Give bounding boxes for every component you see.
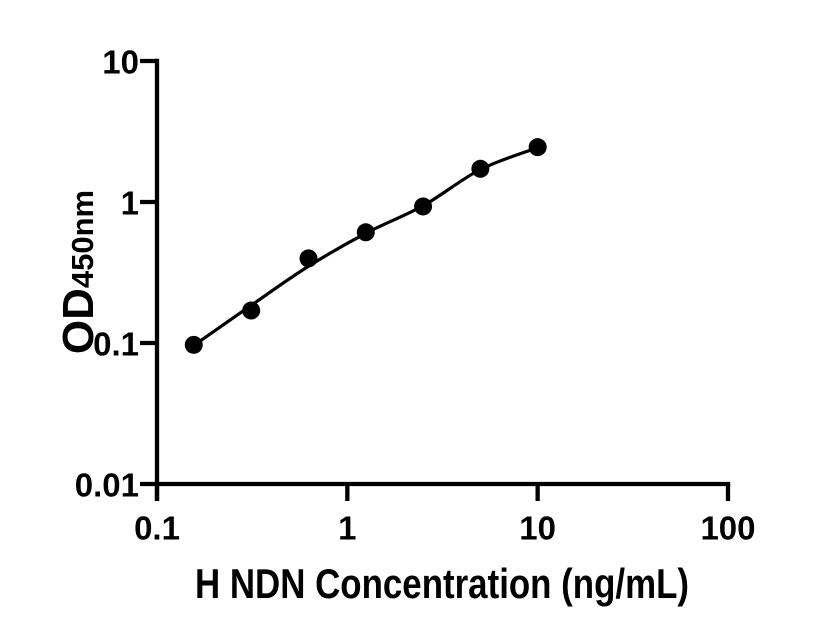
data-points	[184, 138, 547, 354]
y-tick-label: 1	[121, 185, 139, 222]
data-point	[184, 335, 203, 354]
y-axis-ticks	[140, 58, 157, 487]
data-point	[528, 138, 547, 157]
data-point	[299, 249, 318, 268]
data-point	[242, 301, 261, 320]
x-tick-label: 0.1	[134, 510, 180, 547]
x-axis-ticks	[154, 484, 731, 501]
y-tick-label: 10	[102, 44, 139, 81]
x-axis-title: H NDN Concentration (ng/mL)	[195, 560, 689, 607]
data-point	[356, 223, 375, 242]
y-axis-title-main: OD	[54, 288, 103, 354]
y-axis-tick-labels: 0.01 0.1 1 10	[75, 44, 139, 504]
x-tick-label: 1	[338, 510, 356, 547]
x-axis-tick-labels: 0.1 1 10 100	[134, 510, 755, 547]
data-point	[414, 197, 433, 216]
y-axis-title: OD450nm	[54, 190, 103, 354]
y-tick-label: 0.01	[75, 467, 139, 504]
y-axis-title-sub: 450nm	[65, 190, 100, 288]
y-tick-label: 0.1	[93, 326, 139, 363]
data-point	[471, 159, 490, 178]
x-tick-label: 100	[700, 510, 755, 547]
x-tick-label: 10	[519, 510, 556, 547]
